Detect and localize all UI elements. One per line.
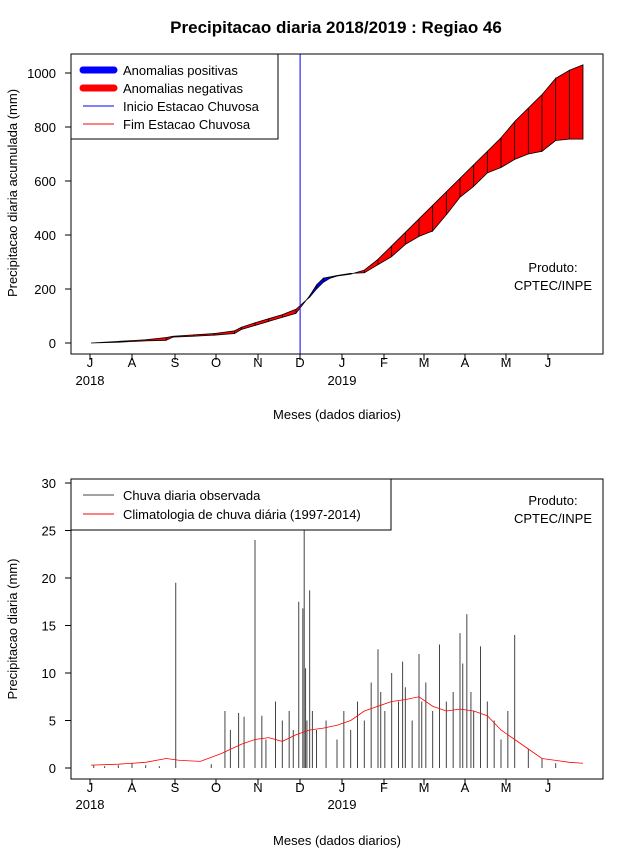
top-x-tick-label: J [339, 355, 346, 370]
top-x-tick-label: J [87, 355, 94, 370]
legend-neg-label: Anomalias negativas [123, 81, 243, 96]
bottom-y-tick-label: 30 [42, 476, 56, 491]
positive-anomaly-area [309, 272, 352, 299]
bottom-x-axis-label: Meses (dados diarios) [273, 833, 401, 848]
bottom-y-tick-label: 20 [42, 571, 56, 586]
bottom-y-tick-label: 5 [49, 714, 56, 729]
bottom-x-tick-label: J [545, 780, 552, 795]
top-x-tick-label: M [419, 355, 430, 370]
bottom-x-tick-label: O [211, 780, 221, 795]
top-y-tick-label: 600 [34, 174, 56, 189]
legend-obs-label: Chuva diaria observada [123, 488, 261, 503]
top-legend: Anomalias positivas Anomalias negativas … [70, 53, 279, 140]
bottom-product-line1: Produto: [528, 493, 577, 508]
bottom-legend-box [70, 478, 392, 531]
legend-inicio-label: Inicio Estacao Chuvosa [123, 99, 260, 114]
bottom-y-tick-label: 0 [49, 761, 56, 776]
top-x-tick-label: D [295, 355, 304, 370]
bottom-x-tick-label: N [253, 780, 262, 795]
bottom-year-label-2018: 2018 [76, 797, 105, 812]
top-y-tick-label: 1000 [27, 66, 56, 81]
top-y-tick-label: 0 [49, 336, 56, 351]
top-x-tick-label: A [128, 355, 137, 370]
legend-pos-label: Anomalias positivas [123, 63, 238, 78]
daily-bars [93, 530, 557, 768]
bottom-y-tick-label: 25 [42, 524, 56, 539]
bottom-x-tick-label: M [501, 780, 512, 795]
bottom-x-tick-label: J [339, 780, 346, 795]
negative-anomaly-area [90, 64, 584, 344]
top-x-tick-label: N [253, 355, 262, 370]
bottom-x-tick-label: A [128, 780, 137, 795]
accumulated-panel: 0 200 400 600 800 1000 J A S O N D J F M A M J 2018 2019… [5, 53, 604, 422]
bottom-y-axis: 0 5 10 15 20 25 30 [42, 476, 71, 776]
top-product-line1: Produto: [528, 260, 577, 275]
top-year-label-2019: 2019 [328, 373, 357, 388]
top-x-tick-label: M [501, 355, 512, 370]
top-plot-frame [70, 53, 604, 355]
bottom-x-tick-label: S [171, 780, 180, 795]
top-y-axis: 0 200 400 600 800 1000 [27, 66, 71, 351]
top-y-tick-label: 400 [34, 228, 56, 243]
top-y-tick-label: 800 [34, 120, 56, 135]
bottom-x-tick-label: A [461, 780, 470, 795]
bottom-y-tick-label: 15 [42, 619, 56, 634]
chart-title: Precipitacao diaria 2018/2019 : Regiao 4… [170, 18, 502, 37]
bottom-year-label-2019: 2019 [328, 797, 357, 812]
daily-panel: 0 5 10 15 20 25 30 J A S O N D J F M A M J 2018 2019 Mese… [5, 476, 604, 848]
top-year-label-2018: 2018 [76, 373, 105, 388]
top-y-axis-label: Precipitacao diaria acumulada (mm) [5, 89, 20, 297]
top-x-tick-label: J [545, 355, 552, 370]
bottom-x-tick-label: J [87, 780, 94, 795]
legend-clim-label: Climatologia de chuva diária (1997-2014) [123, 507, 361, 522]
climatology-line [90, 696, 584, 766]
top-y-tick-label: 200 [34, 282, 56, 297]
top-x-tick-label: O [211, 355, 221, 370]
bottom-legend: Chuva diaria observada Climatologia de c… [70, 478, 392, 531]
legend-fim-label: Fim Estacao Chuvosa [123, 117, 251, 132]
top-x-tick-label: F [380, 355, 388, 370]
bottom-x-tick-label: F [380, 780, 388, 795]
bottom-y-tick-label: 10 [42, 666, 56, 681]
top-x-axis-label: Meses (dados diarios) [273, 407, 401, 422]
bottom-product-line2: CPTEC/INPE [514, 511, 592, 526]
bottom-x-tick-label: M [419, 780, 430, 795]
top-product-line2: CPTEC/INPE [514, 278, 592, 293]
bottom-y-axis-label: Precipitacao diaria (mm) [5, 559, 20, 700]
bottom-x-tick-label: D [295, 780, 304, 795]
top-x-tick-label: A [461, 355, 470, 370]
top-x-tick-label: S [171, 355, 180, 370]
